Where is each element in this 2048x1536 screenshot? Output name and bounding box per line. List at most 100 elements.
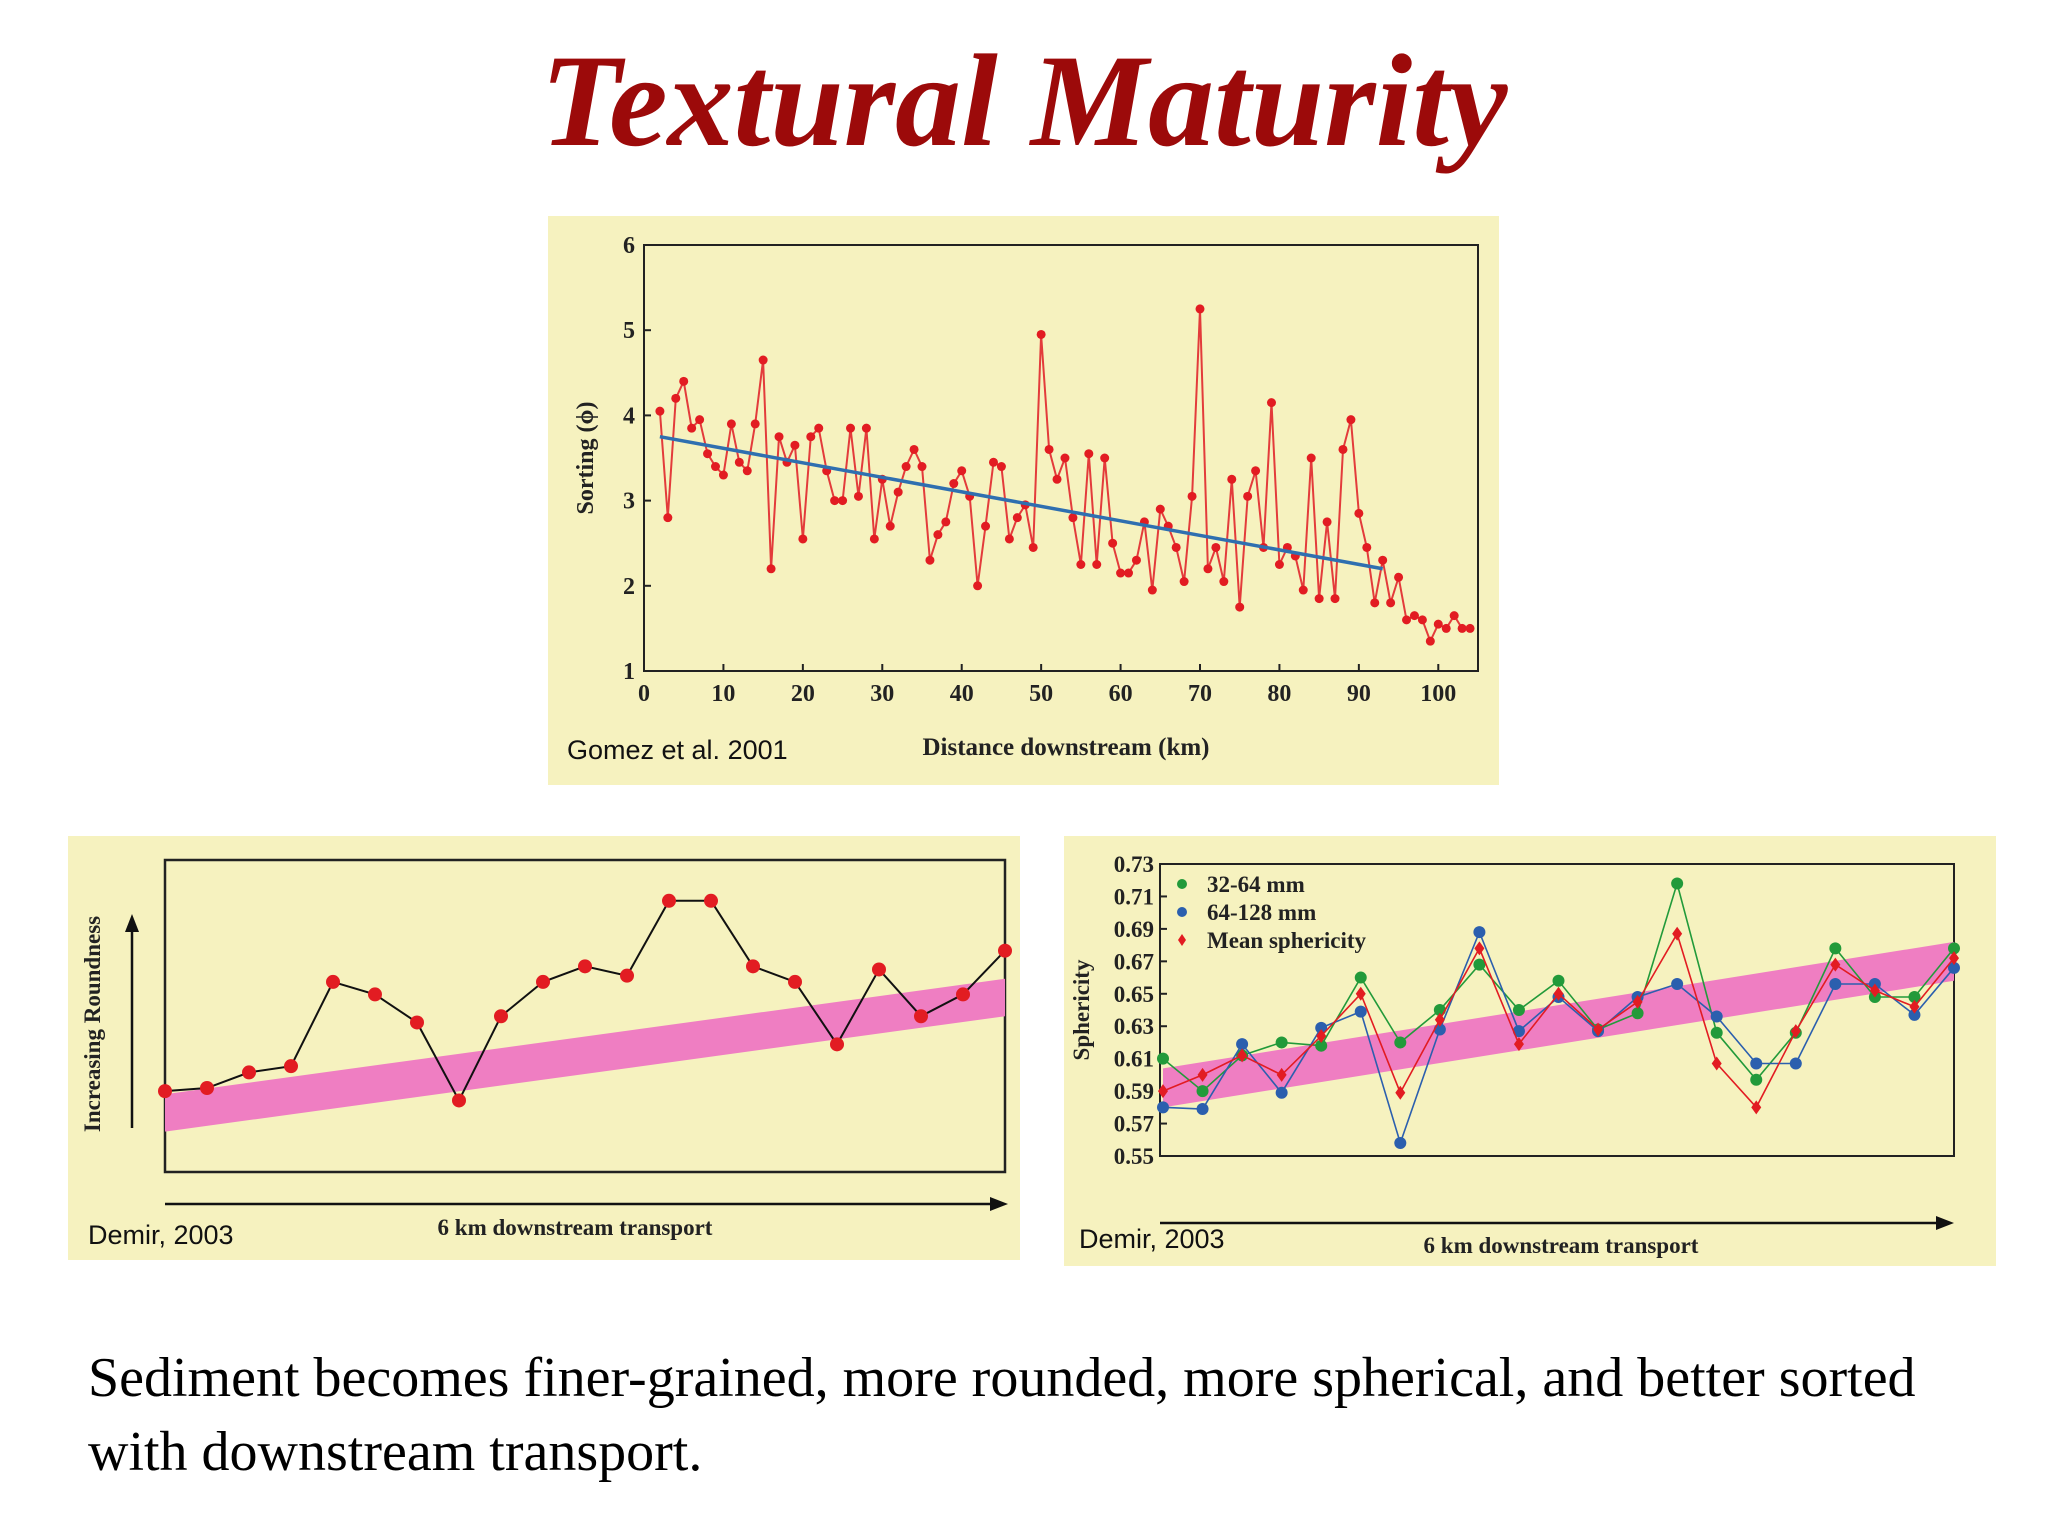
- sorting-point: [1211, 542, 1221, 552]
- sorting-point: [1433, 619, 1443, 629]
- x-tick-label: 0: [638, 681, 650, 707]
- sorting-series-line: [658, 308, 1471, 644]
- sphericity-point: [1394, 1137, 1407, 1150]
- sphericity-point: [1671, 877, 1684, 890]
- sphericity-point-diamond: [1355, 986, 1366, 1001]
- y-tick-label: 0.57: [1114, 1112, 1154, 1137]
- sorting-point: [703, 449, 713, 459]
- sorting-point: [869, 534, 879, 544]
- roundness-point: [620, 968, 634, 983]
- roundness-point: [284, 1059, 298, 1074]
- sorting-point: [1155, 504, 1165, 514]
- sorting-point: [679, 376, 689, 386]
- y-tick-label: 2: [623, 574, 635, 600]
- y-tick-label: 0.55: [1114, 1144, 1154, 1169]
- sphericity-point: [1829, 978, 1842, 991]
- sphericity-point-diamond: [1316, 1028, 1327, 1043]
- sorting-point: [1457, 623, 1467, 633]
- sphericity-chart-credit: Demir, 2003: [1079, 1224, 1225, 1254]
- sphericity-point-diamond: [1869, 983, 1880, 998]
- sorting-point: [1425, 636, 1435, 646]
- sorting-point: [885, 521, 895, 531]
- roundness-point: [242, 1065, 256, 1080]
- sorting-point: [718, 470, 728, 480]
- sorting-point: [1092, 560, 1102, 569]
- sorting-point: [1116, 568, 1126, 578]
- legend-label: 32-64 mm: [1207, 872, 1305, 897]
- sorting-point: [1338, 444, 1348, 454]
- sorting-point: [917, 462, 927, 472]
- sphericity-chart-panel: 0.73 0.71 0.69 0.67 0.65 0.63 0.61 0.59 0.57 0.55…: [1064, 836, 1996, 1266]
- sphericity-point-diamond: [1276, 1067, 1287, 1082]
- slide-title: Textural Maturity: [540, 27, 1508, 174]
- sorting-point: [1449, 611, 1459, 621]
- roundness-point: [830, 1037, 844, 1052]
- slide-caption: Sediment becomes finer-grained, more rou…: [88, 1347, 1916, 1483]
- sorting-point: [1441, 623, 1451, 633]
- y-tick-label: 0.63: [1114, 1014, 1154, 1039]
- roundness-point: [788, 974, 802, 989]
- sphericity-point: [1354, 1005, 1367, 1018]
- sphericity-point: [1552, 974, 1565, 987]
- roundness-chart-panel: Increasing Roundness 6 km downstream tran…: [68, 836, 1020, 1260]
- sphericity-point: [1315, 1039, 1328, 1052]
- sphericity-point-diamond: [1434, 1012, 1445, 1027]
- sorting-point: [758, 355, 768, 365]
- roundness-point: [662, 893, 676, 908]
- trend-band: [165, 978, 1005, 1132]
- sorting-point: [1012, 513, 1022, 523]
- sphericity-point-diamond: [1949, 951, 1959, 966]
- x-tick-label: 80: [1267, 681, 1291, 707]
- sphericity-point-diamond: [1395, 1085, 1406, 1100]
- sphericity-point-diamond: [1474, 941, 1485, 956]
- sorting-point: [1386, 598, 1396, 608]
- sorting-point: [806, 432, 816, 442]
- x-tick-label: 40: [950, 681, 974, 707]
- sorting-point: [1243, 491, 1253, 501]
- sphericity-point: [1671, 978, 1684, 991]
- y-tick-label: 3: [623, 489, 635, 515]
- sorting-point: [1131, 555, 1141, 565]
- sphericity-point-diamond: [1751, 1100, 1762, 1115]
- sorting-chart-credit: Gomez et al. 2001: [567, 735, 788, 765]
- sorting-point: [861, 423, 871, 433]
- y-axis-label: Increasing Roundness: [80, 916, 105, 1132]
- plot-frame: [1159, 863, 1955, 1157]
- sorting-point: [710, 462, 720, 472]
- y-tick-label: 0.71: [1114, 884, 1154, 909]
- legend-marker: [1177, 879, 1187, 889]
- legend-label: Mean sphericity: [1207, 928, 1367, 953]
- sphericity-point-diamond: [1513, 1037, 1524, 1052]
- sorting-point: [988, 457, 998, 467]
- sphericity-point-diamond: [1553, 986, 1564, 1001]
- sorting-point: [1354, 508, 1364, 518]
- x-tick-label: 10: [711, 681, 735, 707]
- roundness-point: [494, 1009, 508, 1024]
- sorting-point: [1004, 534, 1014, 544]
- trend-band: [1163, 941, 1954, 1108]
- sorting-point: [838, 496, 848, 506]
- y-tick-label: 0.59: [1114, 1079, 1154, 1104]
- sphericity-point: [1789, 1057, 1802, 1070]
- sorting-point: [1084, 449, 1094, 459]
- sorting-point: [1306, 453, 1316, 463]
- sphericity-point-diamond: [1197, 1067, 1208, 1082]
- roundness-point: [536, 974, 550, 989]
- sorting-point: [1203, 564, 1213, 574]
- y-axis-label: Sphericity: [1069, 959, 1094, 1060]
- y-axis-label: Sorting (ϕ): [573, 402, 599, 515]
- sorting-point: [1362, 542, 1372, 552]
- sphericity-point-diamond: [1593, 1022, 1604, 1037]
- sorting-point: [687, 423, 697, 433]
- roundness-chart-credit: Demir, 2003: [88, 1220, 234, 1250]
- sorting-point: [1314, 594, 1324, 604]
- sorting-point: [1179, 577, 1189, 587]
- y-tick-label: 0.73: [1114, 852, 1154, 877]
- sorting-point: [1274, 560, 1284, 569]
- sphericity-point: [1710, 1026, 1723, 1039]
- y-axis-arrowhead: [125, 914, 139, 932]
- sphericity-point: [1710, 1010, 1723, 1023]
- sphericity-point: [1275, 1036, 1288, 1049]
- sorting-point: [1298, 585, 1308, 595]
- sorting-point: [798, 534, 808, 544]
